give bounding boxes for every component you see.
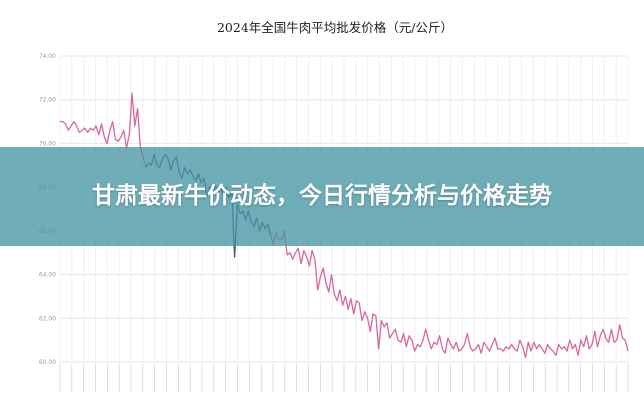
y-tick-label: 60.00	[39, 359, 56, 366]
x-axis-ticks	[59, 364, 629, 392]
y-tick-label: 70.00	[39, 140, 56, 147]
banner-title: 甘肃最新牛价动态，今日行情分析与价格走势	[92, 183, 552, 209]
series-line-segment	[269, 230, 629, 359]
title-banner: 甘肃最新牛价动态，今日行情分析与价格走势	[0, 147, 644, 246]
chart-title: 2024年全国牛肉平均批发价格（元/公斤）	[217, 20, 453, 35]
y-tick-label: 64.00	[39, 272, 56, 279]
y-tick-label: 72.00	[39, 97, 56, 104]
y-tick-label: 62.00	[39, 315, 56, 322]
series-line-segment	[60, 92, 147, 168]
y-tick-label: 74.00	[39, 53, 56, 60]
